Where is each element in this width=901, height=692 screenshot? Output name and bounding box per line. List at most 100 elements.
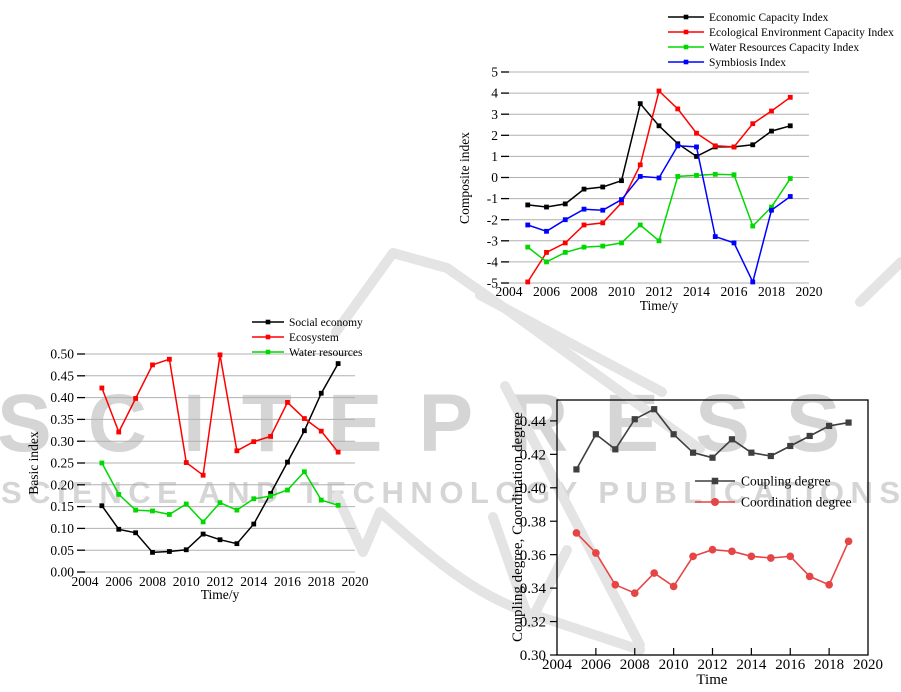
data-point xyxy=(562,201,568,207)
data-point xyxy=(619,200,624,206)
data-point xyxy=(562,217,568,223)
data-point xyxy=(787,123,793,129)
x-tick-label: 2016 xyxy=(721,284,748,299)
data-point xyxy=(525,244,531,250)
data-point xyxy=(825,580,833,589)
y-tick-label: 0.30 xyxy=(50,434,74,449)
legend-marker xyxy=(683,29,689,35)
x-tick-label: 2018 xyxy=(814,657,844,673)
legend-marker xyxy=(710,497,720,507)
data-point xyxy=(675,143,681,149)
y-tick-label: 0.36 xyxy=(520,548,547,564)
x-tick-label: 2006 xyxy=(533,284,560,299)
data-point xyxy=(787,94,793,100)
data-point xyxy=(669,582,678,591)
data-point xyxy=(844,537,853,546)
legend-label: Water Resources Capacity Index xyxy=(709,42,859,54)
y-tick-label: -5 xyxy=(487,276,498,291)
legend-label: Ecosystem xyxy=(289,332,339,344)
data-point xyxy=(183,501,189,507)
data-point xyxy=(234,448,240,454)
data-point xyxy=(544,228,549,234)
x-tick-label: 2008 xyxy=(571,284,598,299)
x-tick-label: 2004 xyxy=(72,574,99,589)
y-axis-title: Composite index xyxy=(457,132,472,224)
x-axis-title: Time/y xyxy=(640,298,679,313)
y-tick-label: 0.40 xyxy=(50,390,74,405)
data-point xyxy=(562,240,568,246)
data-point xyxy=(544,259,549,265)
data-point xyxy=(562,250,568,255)
data-point xyxy=(651,406,658,413)
composite-index-chart: -5 -4 -3 -2 -1 0 1 2 3 4 5 2004 2006 2008 2010 2012 2014… xyxy=(457,12,894,313)
data-point xyxy=(787,176,793,181)
data-point xyxy=(301,469,307,475)
data-point xyxy=(268,493,274,499)
x-tick-label: 2012 xyxy=(646,284,673,299)
data-point xyxy=(592,549,600,557)
data-point xyxy=(769,207,774,213)
legend-marker xyxy=(265,349,271,355)
series-line xyxy=(101,363,339,554)
x-tick-label: 2014 xyxy=(240,574,267,589)
data-point xyxy=(133,507,139,513)
y-tick-label: 0.45 xyxy=(50,368,74,383)
y-axis-title: Basic index xyxy=(26,431,41,495)
data-point xyxy=(150,362,155,368)
data-point xyxy=(709,454,716,461)
y-tick-label: 5 xyxy=(491,65,498,80)
x-tick-label: 2008 xyxy=(620,657,650,673)
data-point xyxy=(731,172,737,178)
y-tick-label: 0.38 xyxy=(520,514,546,530)
watermark-check-line xyxy=(488,512,572,628)
data-point xyxy=(694,130,699,136)
y-tick-label: 0 xyxy=(491,170,498,185)
x-tick-label: 2008 xyxy=(139,574,166,589)
series-line xyxy=(527,102,791,208)
data-point xyxy=(708,545,717,554)
x-tick-label: 2010 xyxy=(608,284,635,299)
data-point xyxy=(572,529,581,537)
data-point xyxy=(318,428,324,434)
data-point xyxy=(637,222,643,228)
x-tick-label: 2012 xyxy=(207,574,234,589)
y-tick-label: 3 xyxy=(491,107,498,122)
data-point xyxy=(251,496,257,502)
data-point xyxy=(99,385,105,391)
legend-label: Ecological Environment Capacity Index xyxy=(709,27,894,39)
data-point xyxy=(251,439,257,445)
y-tick-label: 0.35 xyxy=(50,412,74,427)
data-point xyxy=(675,106,681,112)
data-point xyxy=(786,552,795,561)
x-tick-label: 2014 xyxy=(683,284,710,299)
coupling-coordination-chart: 0.30 0.32 0.34 0.36 0.38 0.40 0.42 0.44 2004 2006… xyxy=(510,399,883,688)
data-point xyxy=(544,250,549,255)
data-point xyxy=(826,422,833,430)
data-point xyxy=(251,521,257,527)
data-point xyxy=(787,442,794,450)
data-point xyxy=(670,431,677,438)
data-point xyxy=(166,512,172,517)
x-tick-label: 2018 xyxy=(758,284,785,299)
watermark-diagonal-line xyxy=(475,290,667,397)
legend-marker xyxy=(711,477,719,485)
y-tick-label: -2 xyxy=(487,212,498,227)
data-point xyxy=(750,279,756,285)
data-point xyxy=(99,460,105,466)
data-point xyxy=(200,472,206,478)
data-point xyxy=(787,194,793,199)
basic-index-chart: 0.00 0.05 0.10 0.15 0.20 0.25 0.30 0.35 0.40 0.45… xyxy=(26,317,369,602)
data-point xyxy=(592,431,599,438)
data-point xyxy=(573,466,580,473)
data-point xyxy=(301,428,307,434)
data-point xyxy=(217,537,223,543)
data-point xyxy=(750,223,756,229)
data-point xyxy=(806,432,813,440)
y-tick-label: -1 xyxy=(487,191,498,206)
data-point xyxy=(769,128,774,134)
data-point xyxy=(656,123,662,129)
data-point xyxy=(769,108,774,114)
data-point xyxy=(600,220,606,226)
legend-marker xyxy=(683,59,689,65)
